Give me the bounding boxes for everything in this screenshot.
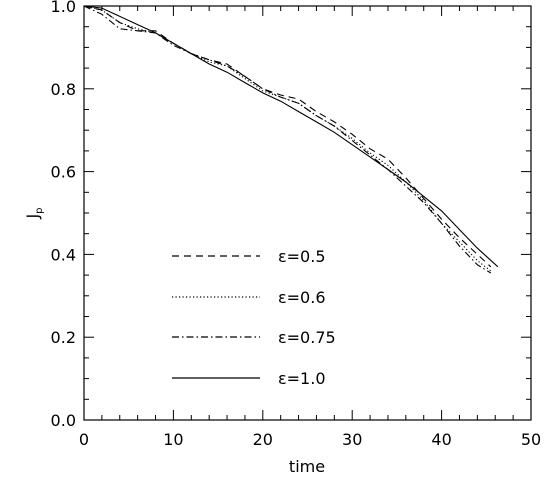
legend-label: ε=0.75 bbox=[278, 328, 336, 347]
x-axis-ticks: 0 10 20 30 40 50 bbox=[79, 6, 541, 449]
plot-frame bbox=[83, 5, 532, 421]
x-tick-label: 20 bbox=[253, 430, 273, 449]
y-axis-label: Jp bbox=[23, 207, 45, 219]
x-axis-label: time bbox=[289, 457, 325, 476]
series-line bbox=[83, 5, 492, 268]
y-tick-label: 0.4 bbox=[51, 245, 76, 264]
y-axis-label-main: J bbox=[23, 214, 42, 220]
x-tick-label: 0 bbox=[79, 430, 89, 449]
y-tick-label: 0.6 bbox=[51, 163, 76, 182]
series-lines bbox=[83, 5, 499, 274]
x-tick-label: 40 bbox=[431, 430, 451, 449]
y-axis-ticks: 0.0 0.2 0.4 0.6 0.8 1.0 bbox=[51, 0, 531, 430]
x-tick-label: 50 bbox=[521, 430, 541, 449]
x-tick-label: 10 bbox=[163, 430, 183, 449]
series-line bbox=[83, 5, 492, 272]
y-tick-label: 0.8 bbox=[51, 80, 76, 99]
y-axis-label-subscript: p bbox=[34, 207, 45, 213]
series-line bbox=[83, 5, 499, 268]
x-tick-label: 30 bbox=[342, 430, 362, 449]
legend-label: ε=0.6 bbox=[278, 288, 326, 307]
y-tick-label: 0.2 bbox=[51, 328, 76, 347]
legend: ε=0.5 ε=0.6 ε=0.75 ε=1.0 bbox=[172, 247, 336, 388]
series-line bbox=[83, 5, 492, 274]
y-tick-label: 0.0 bbox=[51, 411, 76, 430]
legend-label: ε=0.5 bbox=[278, 247, 326, 266]
y-tick-label: 1.0 bbox=[51, 0, 76, 16]
legend-label: ε=1.0 bbox=[278, 369, 326, 388]
